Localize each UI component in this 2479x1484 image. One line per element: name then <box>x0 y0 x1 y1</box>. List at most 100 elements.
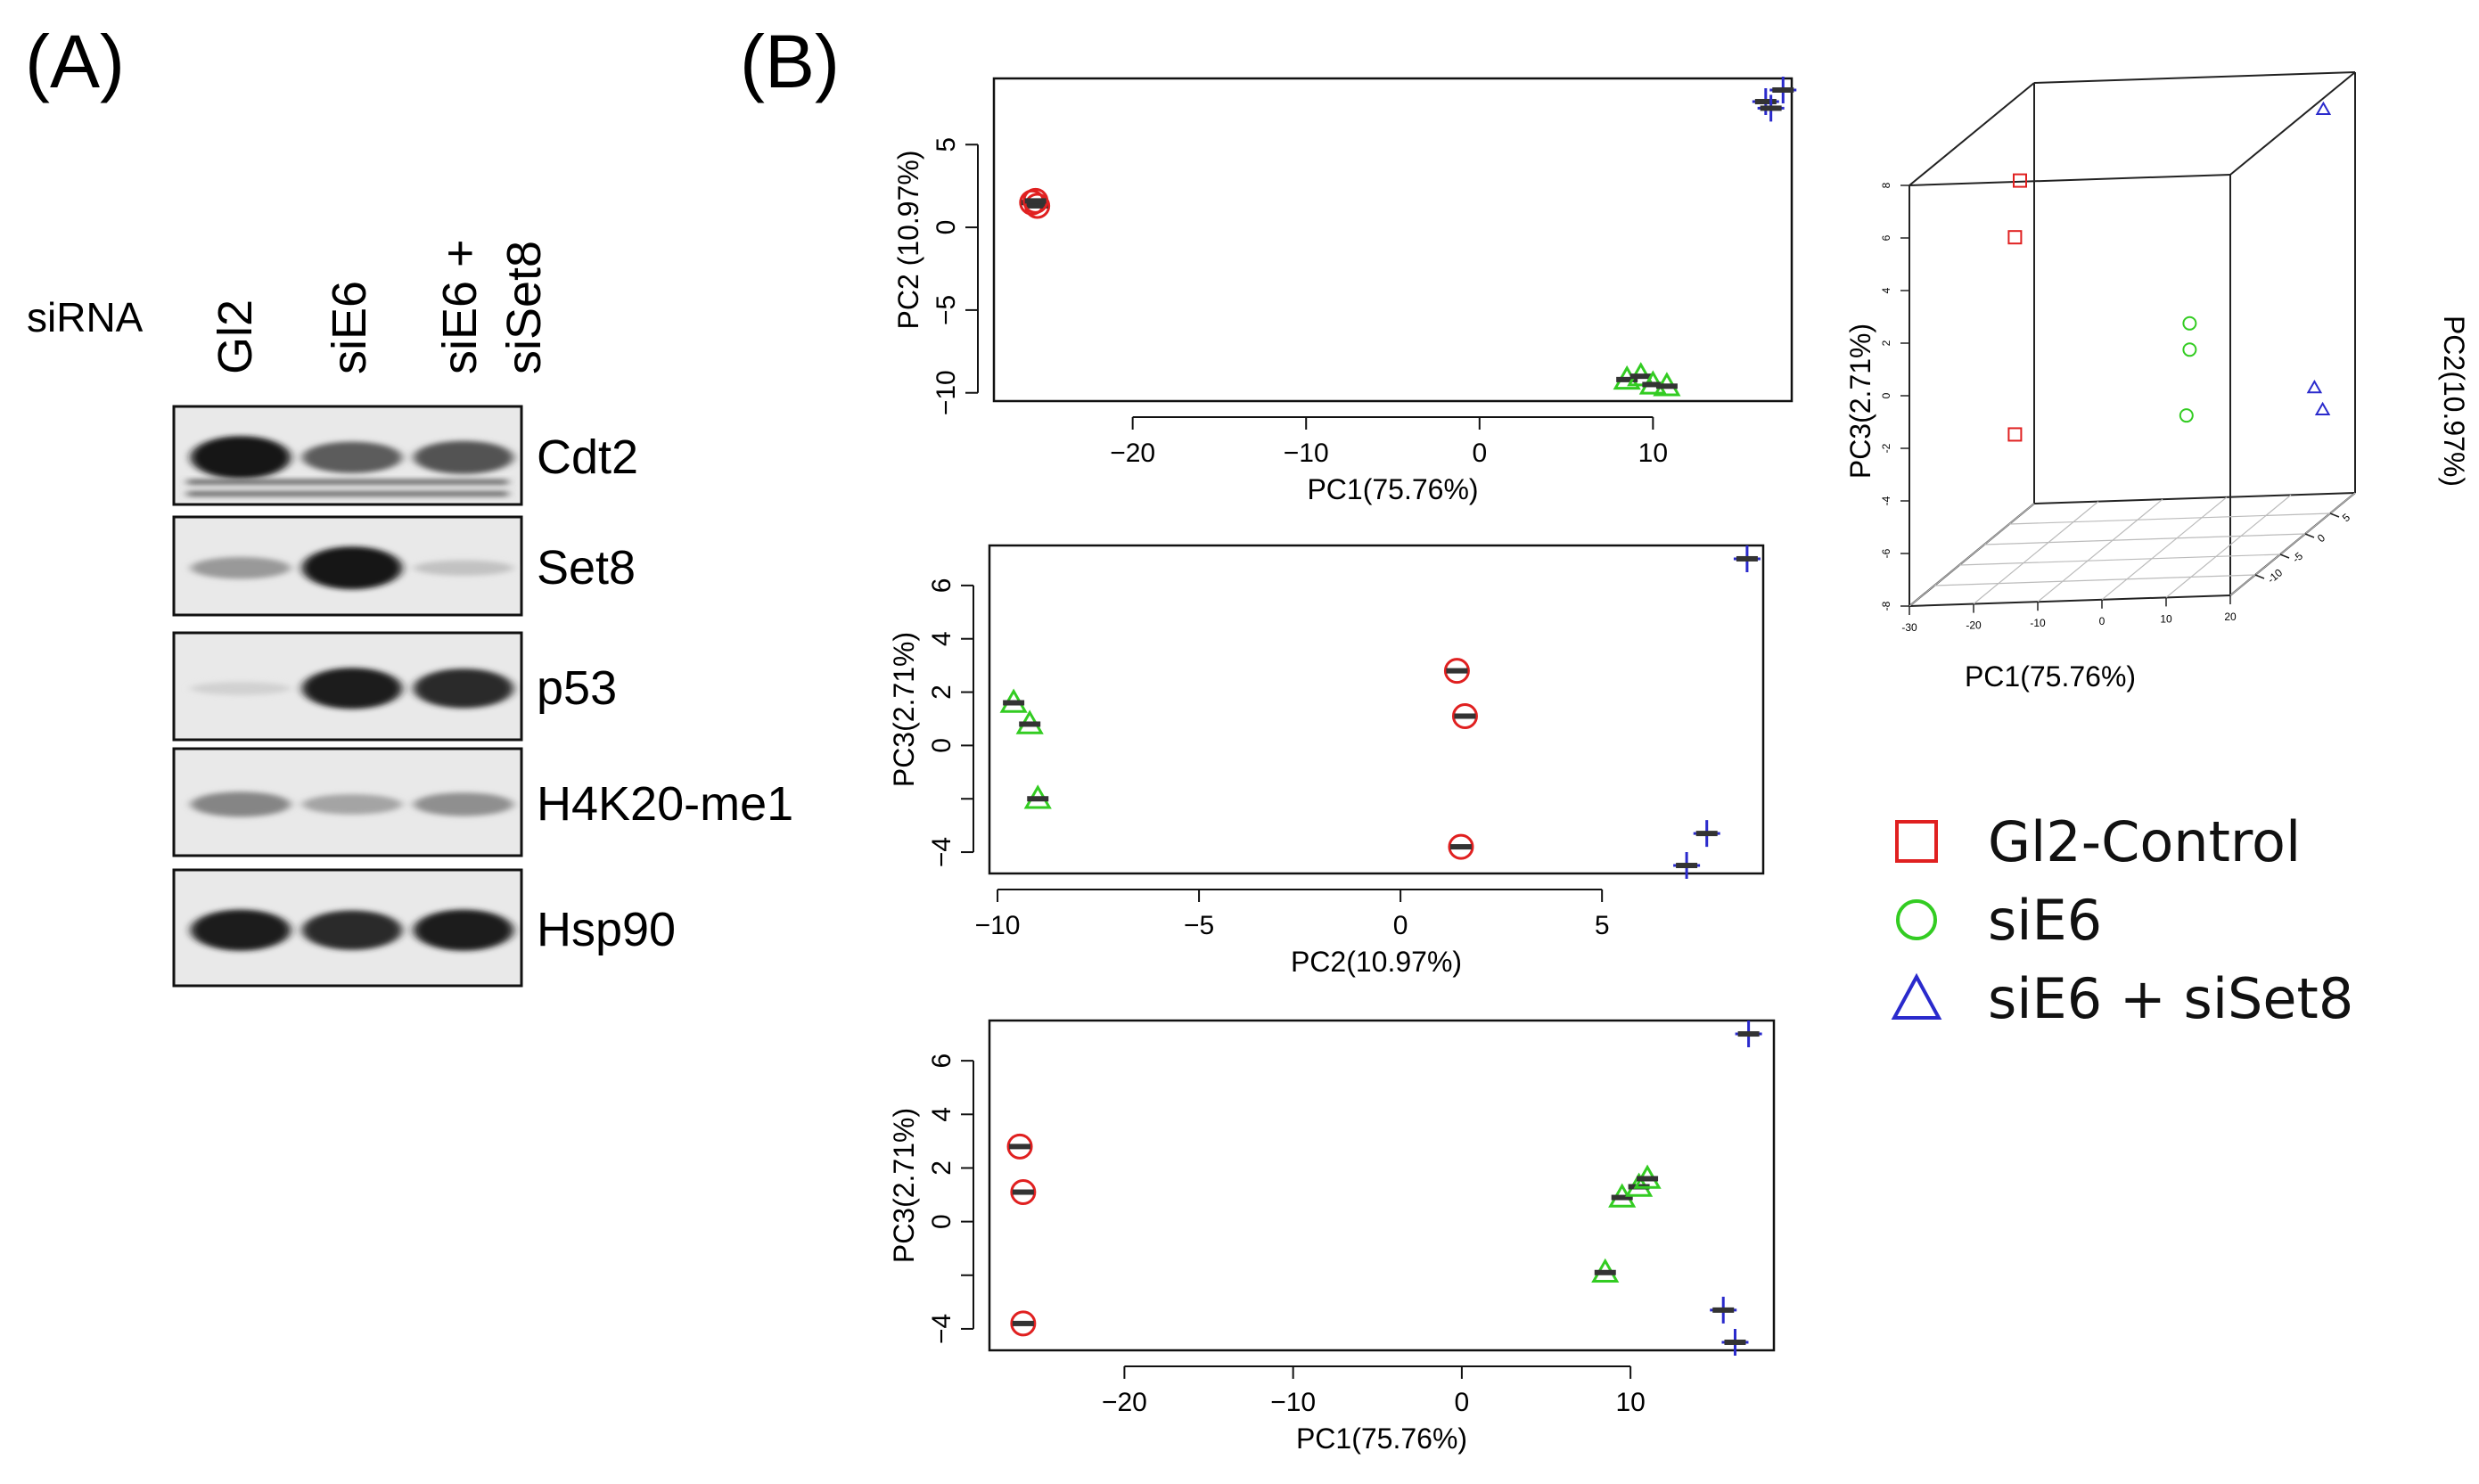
x-axis-label: PC1(75.76%) <box>1965 660 2136 693</box>
z-tick-label: 2 <box>1880 340 1892 346</box>
pca-plot-pc1-pc3: −20 −10 0 10 PC1(75.76%) −4 0 2 4 6 PC3(2.71%) <box>888 1019 1776 1455</box>
z-tick-label: 6 <box>1880 234 1892 241</box>
protein-band <box>191 791 291 817</box>
data-point-circle <box>2182 316 2197 331</box>
protein-band <box>302 910 402 950</box>
y-tick-label: 2 <box>927 1160 956 1176</box>
blue-triangle-icon <box>1891 972 1942 1020</box>
series-gl2-control <box>1006 1133 1037 1337</box>
data-point-square <box>2007 230 2023 245</box>
sample-tag <box>1012 1189 1034 1195</box>
cube-edge <box>1909 594 2231 607</box>
x-tick-label: -30 <box>1901 621 1917 634</box>
series-sie6 <box>2179 316 2197 423</box>
data-point-circle <box>1006 1133 1033 1160</box>
y-tick-label: -5 <box>2290 550 2305 566</box>
sample-tag <box>1760 105 1782 111</box>
protein-band <box>414 440 513 474</box>
protein-band <box>187 491 508 496</box>
data-point-circle <box>1443 658 1470 685</box>
sample-tag <box>1676 863 1698 869</box>
sample-tag <box>1003 700 1025 706</box>
plot-frame <box>988 544 1765 875</box>
x-tick-label: -20 <box>1966 619 1982 632</box>
series-sie6 <box>999 688 1052 809</box>
y-tick-mark <box>2254 574 2265 579</box>
legend-item-sie6-siset8: siE6 + siSet8 <box>1890 959 2425 1037</box>
lane-label-sie6: siE6 <box>323 281 376 374</box>
green-circle-icon <box>1896 899 1937 940</box>
x-tick-label: 0 <box>2099 615 2106 627</box>
sample-tag <box>1449 844 1472 850</box>
y-tick-label: −5 <box>932 295 961 325</box>
data-point-circle <box>2182 342 2197 357</box>
x-tick-label: −10 <box>975 911 1021 940</box>
data-point-circle <box>2179 408 2194 423</box>
x-axis-label: PC1(75.76%) <box>1307 473 1478 505</box>
data-point-triangle <box>2306 379 2323 394</box>
cube-edge <box>2033 492 2356 504</box>
y-tick-mark <box>2304 533 2315 538</box>
floor-grid-line <box>1983 533 2306 545</box>
y-tick-mark <box>2279 553 2290 559</box>
legend-item-gl2-control: Gl2-Control <box>1890 802 2425 881</box>
data-point-square <box>2013 173 2027 188</box>
sample-tag <box>1629 373 1652 380</box>
series-gl2-control <box>1443 658 1478 860</box>
blot-strip-cdt2: Cdt2 <box>172 405 638 506</box>
x-axis-label: PC1(75.76%) <box>1296 1423 1467 1455</box>
y-tick-label: −4 <box>927 837 956 867</box>
plot-frame <box>988 1019 1776 1352</box>
pca-plot-pc2-pc3: −10 −5 0 5 PC2(10.97%) −4 0 2 4 6 PC3(2.71%) <box>888 544 1765 978</box>
series-sie6 <box>1591 1164 1662 1283</box>
x-tick-label: −5 <box>1184 911 1214 940</box>
lane-label-gl2: Gl2 <box>209 299 262 374</box>
x-tick-label: −20 <box>1102 1388 1147 1417</box>
floor-grid-line <box>1958 553 2281 566</box>
x-tick-label: −10 <box>1284 439 1329 468</box>
series-sie6-siset8 <box>1710 1021 1762 1356</box>
sample-tag <box>1019 721 1041 727</box>
x-tick-label: 5 <box>1595 911 1610 940</box>
floor-grid-line <box>2008 512 2331 525</box>
data-point-circle <box>1451 702 1478 729</box>
y-axis-label: PC2(10.97%) <box>2438 316 2470 487</box>
z-tick-label: 0 <box>1880 392 1892 398</box>
y-tick-label: 0 <box>932 220 961 235</box>
y-tick-label: 4 <box>927 1107 956 1122</box>
y-tick-label: 0 <box>2315 531 2327 545</box>
y-tick-label: −10 <box>932 370 961 415</box>
y-tick-label: 0 <box>927 738 956 753</box>
z-tick-label: -6 <box>1880 548 1892 558</box>
series-sie6 <box>1613 362 1681 397</box>
series-gl2-control <box>2007 173 2027 442</box>
z-axis-label: PC3(2.71%) <box>1844 324 1876 479</box>
data-point-triangle <box>2315 101 2332 115</box>
legend: Gl2-Control siE6 siE6 + siSet8 <box>1890 802 2425 1037</box>
protein-label-h4k20-me1: H4K20-me1 <box>537 777 793 831</box>
sample-tag <box>1594 1269 1616 1275</box>
series-sie6-siset8 <box>1673 545 1761 880</box>
sample-tag <box>1754 98 1777 104</box>
x-tick-label: −20 <box>1110 439 1155 468</box>
protein-band <box>414 792 513 816</box>
sample-tag <box>1712 1307 1735 1313</box>
cube-edge <box>2033 71 2356 84</box>
protein-band <box>302 668 402 709</box>
z-tick-label: -4 <box>1880 496 1892 505</box>
y-tick-label: 4 <box>927 631 956 646</box>
protein-band <box>302 546 402 590</box>
x-tick-label: 0 <box>1455 1388 1470 1417</box>
sample-tag <box>1027 796 1049 802</box>
x-tick-label: 0 <box>1393 911 1408 940</box>
blot-strip-set8: Set8 <box>172 515 636 617</box>
cube-edge <box>2229 71 2356 176</box>
data-point-square <box>2007 427 2023 442</box>
western-blot: siRNA Gl2 siE6 siE6 + siSet8 Cdt2 Set8 p53… <box>27 239 793 988</box>
floor-grid-line <box>2229 492 2356 596</box>
protein-band <box>191 909 291 951</box>
sample-tag <box>1009 1144 1031 1150</box>
x-tick-label: 20 <box>2224 611 2237 623</box>
sample-tag <box>1454 713 1476 719</box>
protein-band <box>191 436 291 480</box>
